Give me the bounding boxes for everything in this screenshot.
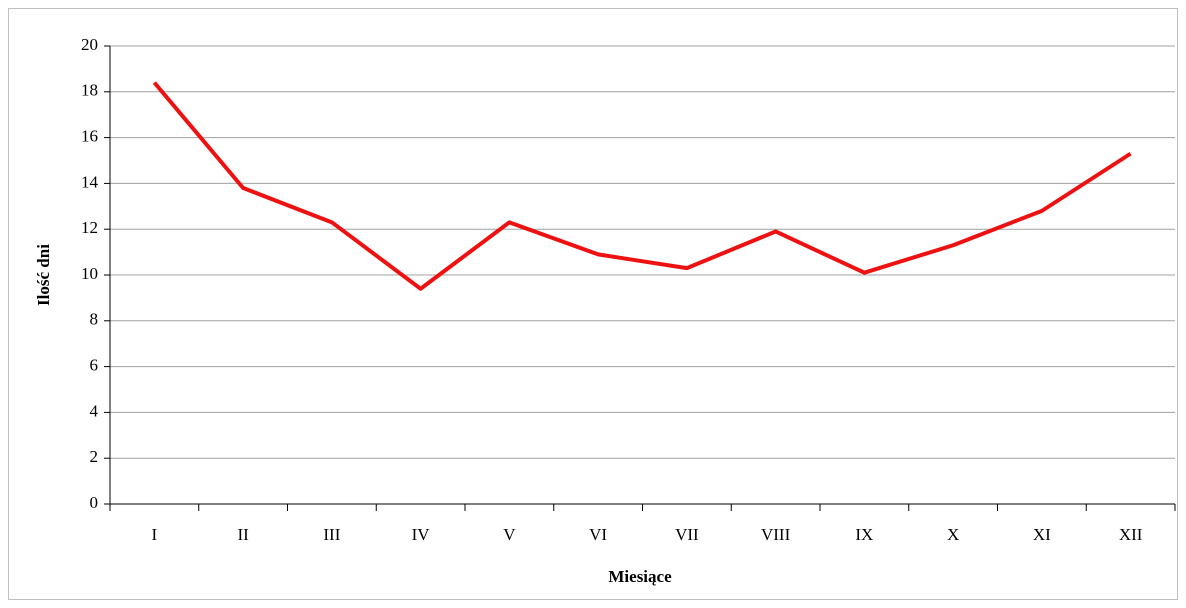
- y-tick-label: 20: [81, 35, 98, 54]
- y-tick-label: 12: [81, 218, 98, 237]
- x-tick-label: X: [947, 525, 959, 544]
- x-tick-label: VII: [675, 525, 699, 544]
- x-tick-label: XII: [1119, 525, 1143, 544]
- y-tick-label: 4: [90, 401, 99, 420]
- x-tick-label: II: [237, 525, 249, 544]
- x-tick-label: V: [503, 525, 516, 544]
- x-tick-label: VI: [589, 525, 607, 544]
- y-tick-label: 10: [81, 264, 98, 283]
- y-tick-label: 18: [81, 81, 98, 100]
- chart-frame: [8, 8, 1178, 600]
- y-tick-label: 16: [81, 127, 98, 146]
- y-tick-label: 6: [90, 356, 99, 375]
- x-tick-label: XI: [1033, 525, 1051, 544]
- y-tick-label: 2: [90, 447, 99, 466]
- x-tick-label: IV: [412, 525, 431, 544]
- x-tick-label: IX: [855, 525, 873, 544]
- x-tick-label: VIII: [761, 525, 791, 544]
- y-tick-label: 0: [90, 493, 99, 512]
- y-axis-title: Ilość dni: [34, 244, 53, 306]
- x-tick-label: III: [323, 525, 340, 544]
- data-line: [152, 81, 1132, 291]
- y-tick-label: 14: [81, 172, 99, 191]
- x-axis-title: Miesiące: [608, 567, 672, 586]
- y-tick-label: 8: [90, 310, 99, 329]
- x-tick-label: I: [152, 525, 158, 544]
